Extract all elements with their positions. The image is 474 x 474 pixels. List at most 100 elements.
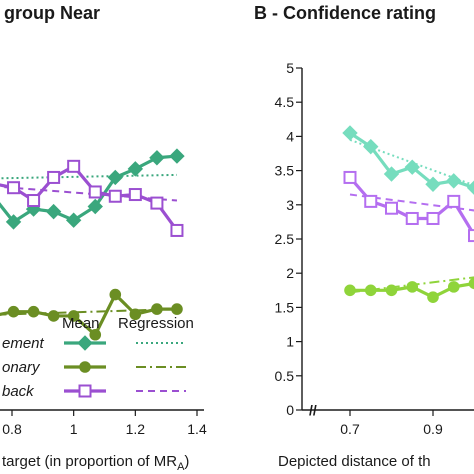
- panel-a-x-ticks: 0.8 1 1.2 1.4: [2, 410, 207, 437]
- panel-a-series-1: [0, 288, 183, 341]
- legend-rows: ement onary back: [2, 335, 186, 400]
- panel-a-point: [127, 161, 144, 177]
- panel-b-point: [405, 211, 419, 225]
- panel-a-point: [149, 150, 165, 166]
- panel-a-series-2: [0, 159, 184, 237]
- panel-a-point: [5, 214, 22, 230]
- panel-b-regression-line: [349, 276, 474, 294]
- panel-a-point: [27, 305, 40, 318]
- panel-b-y-tick-label: 2: [286, 265, 294, 281]
- panel-b-y-tick-label: 0.5: [275, 368, 295, 384]
- panel-b-y-tick-label: 1.5: [275, 299, 295, 315]
- legend-label: ement: [2, 335, 45, 352]
- panel-a-x-tick-label: 1: [70, 421, 78, 437]
- panel-a-plot: [0, 148, 185, 341]
- panel-b-point: [446, 173, 462, 189]
- panel-b-y-tick-label: 1: [286, 334, 294, 350]
- legend-header-mean: Mean: [62, 315, 100, 332]
- panel-a-point: [67, 159, 81, 173]
- panel-a-title: group Near: [4, 3, 100, 23]
- panel-a-point: [7, 305, 20, 318]
- panel-b-point: [404, 159, 420, 175]
- panel-a-point: [151, 303, 163, 315]
- panel-b-point: [466, 180, 474, 195]
- panel-a-point: [87, 198, 103, 215]
- panel-b-x-tick-label: 0.7: [340, 421, 360, 437]
- panel-a-point: [88, 185, 102, 199]
- panel-a-point: [107, 169, 123, 186]
- panel-b-point: [468, 277, 474, 290]
- panel-b-point: [343, 170, 357, 184]
- panel-b-x-ticks: 0.70.91.1: [340, 410, 443, 437]
- panel-b-point: [385, 284, 398, 297]
- panel-a-point: [27, 194, 41, 208]
- panel-b-y-tick-label: 3: [286, 197, 294, 213]
- panel-a-point: [129, 308, 142, 321]
- panel-a-point: [67, 310, 80, 322]
- panel-b-point: [363, 138, 379, 155]
- panel-b-title: B - Confidence rating: [254, 3, 436, 23]
- panel-b-point: [342, 125, 358, 141]
- panel-a-x-tick-label: 1.4: [187, 421, 207, 437]
- panel-a-point: [89, 328, 102, 341]
- panel-b-y-tick-label: 3.5: [275, 163, 295, 179]
- panel-b-mean-line: [350, 281, 474, 299]
- panel-b-plot: [342, 125, 474, 303]
- panel-b-series-0: [342, 125, 474, 195]
- panel-a-regression-line: [0, 308, 177, 316]
- panel-a-point: [169, 148, 185, 164]
- panel-b-series-1: [344, 276, 474, 303]
- panel-b-mean-line: [348, 176, 474, 238]
- legend-marker: [78, 384, 92, 398]
- legend: Mean Regression ement onary back: [2, 315, 194, 400]
- panel-b-point: [425, 176, 441, 192]
- panel-b-point: [468, 229, 474, 243]
- panel-b-y-tick-label: 0: [286, 402, 294, 418]
- panel-b-mean-line: [349, 131, 474, 190]
- panel-a-regression-line: [0, 173, 177, 180]
- panel-b-point: [383, 166, 400, 182]
- panel-a-x-tick-label: 0.8: [2, 421, 22, 437]
- legend-label: back: [2, 383, 35, 400]
- panel-a-point: [170, 223, 184, 237]
- panel-a-xlabel-sub: A: [177, 461, 185, 473]
- panel-b-series-2: [343, 170, 474, 243]
- legend-marker: [77, 335, 93, 351]
- panel-b-point: [364, 194, 378, 208]
- panel-b-x-tick-label: 0.9: [423, 421, 443, 437]
- panel-b-y-tick-label: 5: [286, 60, 294, 76]
- panel-a-point: [65, 212, 82, 228]
- panel-a-xlabel-suffix: ): [184, 453, 189, 470]
- panel-b-y-tick-label: 4.5: [275, 94, 295, 110]
- panel-b-point: [406, 281, 419, 293]
- legend-label: onary: [2, 359, 41, 376]
- panel-b-y-ticks: 0 0.5 1 1.5 2 2.5 3 3.5 4 4.5 5: [275, 60, 302, 418]
- panel-a-mean-line: [0, 154, 178, 224]
- panel-b-point: [385, 201, 398, 215]
- panel-a-x-tick-label: 1.2: [126, 421, 146, 437]
- panel-b-point: [427, 291, 439, 303]
- panel-a-point: [150, 196, 164, 210]
- panel-b-point: [364, 284, 377, 297]
- panel-a-x-axis-label: target (in proportion of MRA): [2, 453, 189, 473]
- panel-b-point: [426, 211, 440, 225]
- panel-b-y-tick-label: 2.5: [275, 231, 295, 247]
- panel-a-series-0: [0, 148, 185, 230]
- panel-b-y-tick-label: 4: [286, 128, 294, 144]
- panel-b-axis-break: //: [309, 402, 317, 418]
- legend-marker: [79, 361, 91, 373]
- panel-b-point: [447, 194, 461, 208]
- panel-a-point: [109, 288, 122, 301]
- panel-a-point: [47, 310, 60, 322]
- panel-a-point: [45, 203, 62, 220]
- panel-a-point: [47, 170, 61, 184]
- panel-a-point: [7, 181, 21, 195]
- legend-header-regression: Regression: [118, 315, 194, 332]
- panel-a-point: [171, 303, 183, 315]
- panel-a-xlabel-prefix: target (in proportion of MR: [2, 453, 177, 470]
- panel-b-point: [344, 284, 356, 297]
- panel-b-point: [447, 281, 460, 293]
- panel-a-point: [128, 188, 142, 202]
